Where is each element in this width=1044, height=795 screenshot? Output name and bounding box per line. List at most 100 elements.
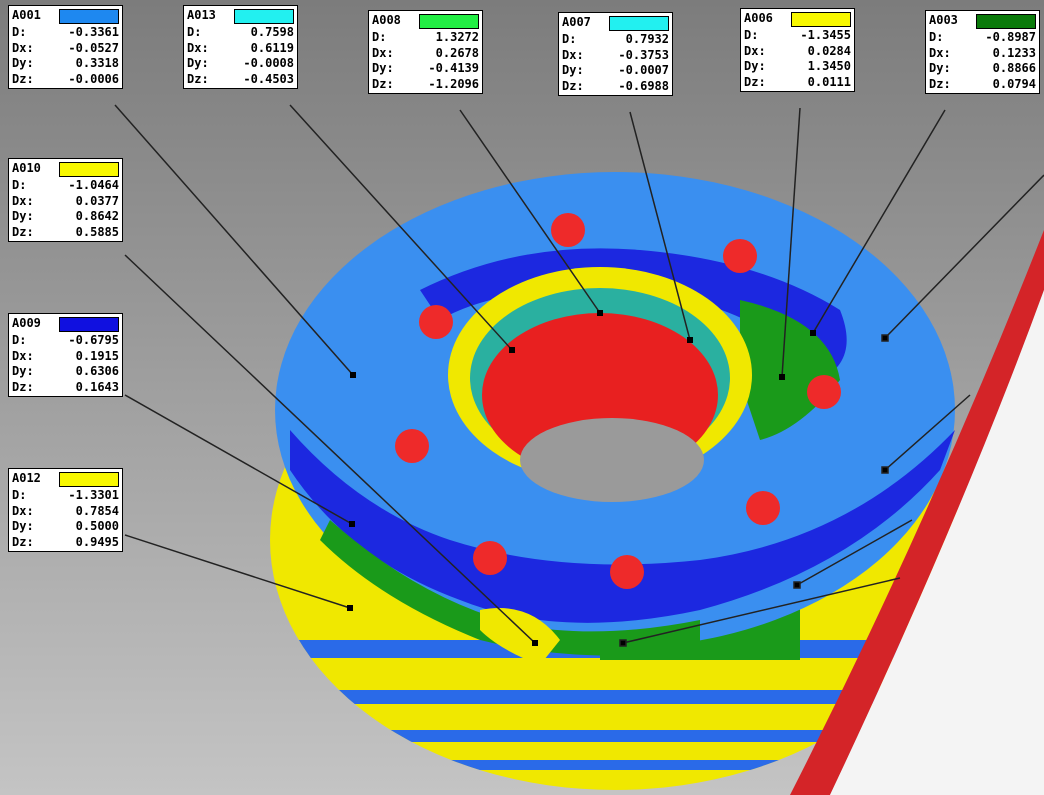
field-value: 0.0284 xyxy=(807,43,851,58)
field-value: -0.3361 xyxy=(68,25,119,39)
callout-box: A001 D: -0.3361 Dx: -0.0527 Dy: 0.3318 Dz: -0.00… xyxy=(8,5,123,89)
field-label: Dy: xyxy=(12,56,34,70)
callout-row: Dx: 0.1915 xyxy=(12,349,119,365)
field-label: Dx: xyxy=(12,193,34,208)
field-value: 0.8866 xyxy=(992,61,1036,75)
callout-row: Dx: 0.0377 xyxy=(12,194,119,210)
field-value: 0.1643 xyxy=(75,379,119,394)
field-value: 0.7598 xyxy=(250,25,294,39)
callout-row: Dx: 0.2678 xyxy=(372,46,479,62)
field-label: Dz: xyxy=(12,534,34,549)
field-label: D: xyxy=(12,178,27,192)
color-swatch xyxy=(59,471,119,487)
callout-row: D: -1.3455 xyxy=(744,28,851,44)
callout-row: Dy: -0.0007 xyxy=(562,63,669,79)
callout-row: Dz: -0.0006 xyxy=(12,72,119,88)
field-label: Dx: xyxy=(12,503,34,518)
callout-row: Dx: 0.7854 xyxy=(12,504,119,520)
field-value: -0.8987 xyxy=(985,30,1036,44)
callout-header: A008 xyxy=(372,12,479,30)
color-swatch xyxy=(609,15,669,31)
callout-row: D: 1.3272 xyxy=(372,30,479,46)
callout-row: Dy: 0.8866 xyxy=(929,61,1036,77)
field-label: D: xyxy=(187,25,202,39)
leader-point xyxy=(509,347,515,353)
callout-row: Dz: 0.9495 xyxy=(12,535,119,551)
callout-row: Dy: -0.0008 xyxy=(187,56,294,72)
callout-box: A008 D: 1.3272 Dx: 0.2678 Dy: -0.4139 Dz: -1.209… xyxy=(368,10,483,94)
callout-header: A003 xyxy=(929,12,1036,30)
leader-line xyxy=(124,394,353,525)
color-swatch xyxy=(419,13,479,29)
color-swatch xyxy=(59,161,119,177)
field-value: -0.0006 xyxy=(68,71,119,86)
field-value: -0.0527 xyxy=(68,40,119,55)
color-swatch xyxy=(791,11,851,27)
leader-line xyxy=(781,107,801,378)
callout-id: A003 xyxy=(929,13,958,28)
callout-header: A006 xyxy=(744,10,851,28)
callout-row: Dy: 0.6306 xyxy=(12,364,119,380)
field-value: 0.7854 xyxy=(75,503,119,518)
field-label: Dx: xyxy=(12,348,34,363)
leader-point xyxy=(687,337,693,343)
extra-leaders xyxy=(619,174,1044,647)
field-label: Dz: xyxy=(744,74,766,89)
field-label: Dx: xyxy=(372,45,394,60)
field-label: Dz: xyxy=(187,71,209,86)
color-swatch xyxy=(59,316,119,332)
field-value: -0.6988 xyxy=(618,78,669,93)
field-label: Dz: xyxy=(12,71,34,86)
leader-point xyxy=(350,372,356,378)
field-value: 0.0377 xyxy=(75,193,119,208)
callout-row: D: -1.3301 xyxy=(12,488,119,504)
field-value: 0.5885 xyxy=(75,224,119,239)
callout-row: D: -0.3361 xyxy=(12,25,119,41)
callout-header: A001 xyxy=(12,7,119,25)
field-label: D: xyxy=(744,28,759,42)
callout-box: A007 D: 0.7932 Dx: -0.3753 Dy: -0.0007 Dz: -0.69… xyxy=(558,12,673,96)
field-value: 0.0794 xyxy=(992,76,1036,91)
leaders xyxy=(114,104,946,646)
callout-row: Dy: 0.8642 xyxy=(12,209,119,225)
field-value: 0.6119 xyxy=(250,40,294,55)
callout-row: Dz: 0.1643 xyxy=(12,380,119,396)
callout-id: A010 xyxy=(12,161,41,176)
field-value: 1.3272 xyxy=(435,30,479,44)
field-label: Dx: xyxy=(929,45,951,60)
leader-point xyxy=(779,374,785,380)
callout-box: A003 D: -0.8987 Dx: 0.1233 Dy: 0.8866 Dz: 0.0794 xyxy=(925,10,1040,94)
callout-header: A010 xyxy=(12,160,119,178)
callout-row: D: -1.0464 xyxy=(12,178,119,194)
field-label: Dz: xyxy=(929,76,951,91)
callout-header: A009 xyxy=(12,315,119,333)
field-value: 0.9495 xyxy=(75,534,119,549)
callout-row: Dz: 0.0794 xyxy=(929,77,1036,93)
callout-id: A007 xyxy=(562,15,591,30)
field-label: D: xyxy=(562,32,577,46)
field-value: -1.2096 xyxy=(428,76,479,91)
field-label: Dy: xyxy=(12,519,34,533)
field-label: Dz: xyxy=(12,379,34,394)
callout-header: A007 xyxy=(562,14,669,32)
field-value: 0.1915 xyxy=(75,348,119,363)
field-label: Dy: xyxy=(372,61,394,75)
field-value: -0.0007 xyxy=(618,63,669,77)
color-swatch xyxy=(234,8,294,24)
field-value: 1.3450 xyxy=(807,59,851,73)
white-part xyxy=(830,290,1044,795)
field-label: D: xyxy=(12,333,27,347)
field-value: 0.0111 xyxy=(807,74,851,89)
callout-row: D: 0.7598 xyxy=(187,25,294,41)
callout-row: Dz: 0.0111 xyxy=(744,75,851,91)
field-value: -0.6795 xyxy=(68,333,119,347)
callout-row: Dx: 0.6119 xyxy=(187,41,294,57)
torus-model xyxy=(270,172,960,790)
callout-id: A012 xyxy=(12,471,41,486)
color-swatch xyxy=(976,13,1036,29)
leader-point xyxy=(810,330,816,336)
field-value: 0.3318 xyxy=(75,56,119,70)
leader-point xyxy=(347,605,353,611)
